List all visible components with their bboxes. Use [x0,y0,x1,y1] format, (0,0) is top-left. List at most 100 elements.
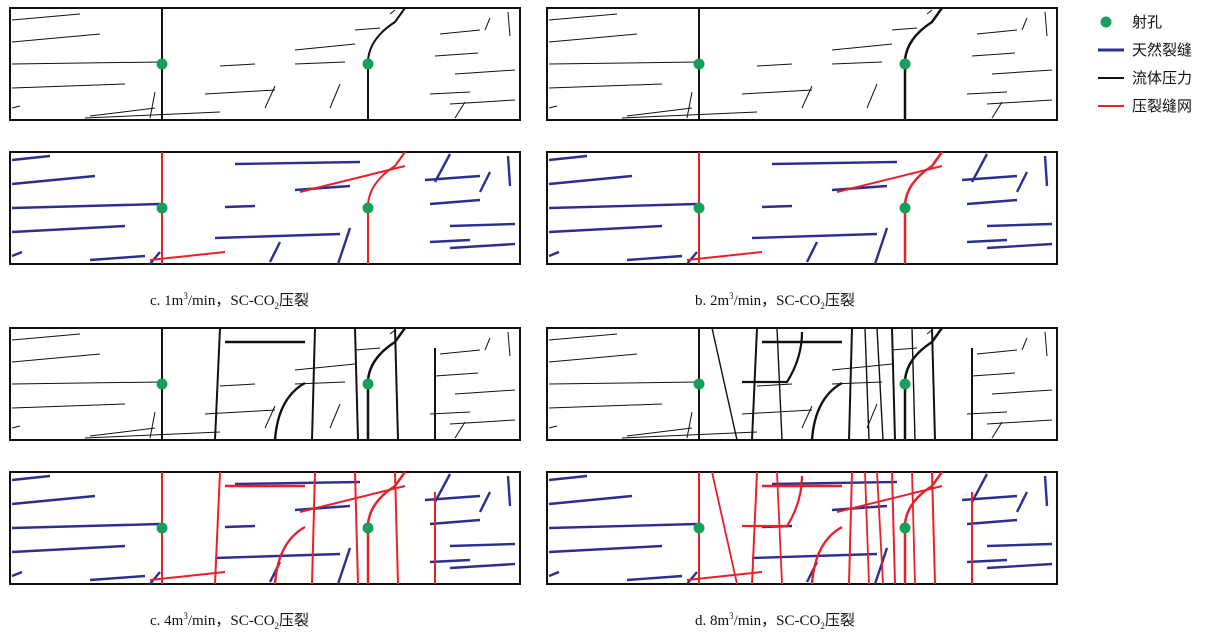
natural-fracture-trace [149,411,156,439]
natural-fracture-line [268,241,282,263]
perforation-dot [156,58,168,70]
natural-fracture-trace [389,9,396,15]
extra-fracture [311,471,316,585]
perforation-dot [362,58,374,70]
natural-fracture-line [214,552,341,560]
natural-fracture-trace [548,13,618,21]
curved-fracture [742,475,804,528]
natural-fracture-line [831,504,888,512]
natural-fracture-line [424,494,481,502]
natural-fracture-line [548,224,663,234]
natural-fracture-trace [1044,331,1048,357]
curved-fracture [273,525,306,585]
perforation-dot [156,522,168,534]
natural-fracture-line [478,171,492,193]
natural-fracture-line [433,473,452,503]
natural-fracture-line [831,184,888,192]
natural-fracture-line [1015,491,1029,513]
perforation-dot [899,202,911,214]
extra-fracture [751,327,758,441]
natural-fracture-line [11,202,161,210]
natural-fracture-line [449,242,516,250]
natural-fracture-trace [991,421,1003,439]
natural-fracture-line [626,254,683,262]
natural-fracture-line [429,558,471,564]
perforation-dot [156,202,168,214]
natural-fracture-line [294,184,351,192]
natural-fracture-trace [204,89,276,95]
natural-fracture-line [224,524,256,529]
natural-fracture-trace [626,107,693,117]
fluid-pressure-line-icon [1098,77,1124,79]
natural-fracture-trace [626,427,693,437]
natural-fracture-trace [686,411,693,439]
natural-fracture-trace [548,333,618,341]
extra-fracture [876,471,884,585]
extra-fracture [931,327,936,441]
panel-frame [9,471,521,585]
main-fracture-right [903,7,944,120]
extra-fracture [751,471,758,585]
natural-fracture-line [1015,171,1029,193]
extra-fracture [864,327,870,441]
natural-fracture-trace [84,431,221,439]
perforation-dot [362,202,374,214]
extra-fracture [214,471,221,585]
fracture-branch [686,571,763,581]
natural-fracture-line [751,552,878,560]
natural-fracture-line [548,202,698,210]
fracture-branch [836,485,943,513]
caption-panel-3: c. 4m3/min，SC-CO2压裂 [150,611,310,631]
curved-fracture [810,525,843,585]
natural-fracture-line [548,174,633,186]
natural-fracture-line [1043,475,1049,507]
natural-fracture-line [751,232,878,240]
natural-fracture-line [11,224,126,234]
extra-fracture [354,471,359,585]
natural-fracture-trace [986,99,1053,105]
natural-fracture-line [234,160,361,166]
natural-fracture-line [986,222,1053,228]
panel-frame [546,151,1058,265]
natural-fracture-line [686,251,698,265]
perforation-dot [362,378,374,390]
natural-fracture-trace [449,419,516,425]
curved-fracture [742,331,804,384]
natural-fracture-line [11,474,51,482]
natural-fracture-trace [294,363,356,371]
natural-fracture-trace [986,419,1053,425]
perforation-dot [362,522,374,534]
natural-fracture-line [986,242,1053,250]
natural-fracture-trace [11,333,81,341]
natural-fracture-line [11,250,23,258]
natural-fracture-trace [84,111,221,119]
natural-fracture-line [966,558,1008,564]
curved-fracture [810,381,843,441]
natural-fracture-line [11,570,23,578]
natural-fracture-trace [621,111,758,119]
natural-fracture-trace [89,107,156,117]
natural-fracture-line [961,494,1018,502]
natural-fracture-trace [1021,17,1028,31]
fracture-branch [299,485,406,513]
natural-fracture-line [11,494,96,506]
perforation-dot [693,522,705,534]
natural-fracture-trace [891,27,918,31]
extra-fracture [776,471,783,585]
natural-fracture-line [294,504,351,512]
natural-fracture-trace [354,347,381,351]
natural-fracture-line [224,204,256,209]
natural-fracture-trace [219,63,256,67]
natural-fracture-trace [11,353,101,363]
panel-frame [9,327,521,441]
perforation-dot-icon [1100,16,1112,28]
extra-fracture [711,471,738,585]
natural-fracture-trace [801,405,813,429]
natural-fracture-line [429,518,481,526]
natural-fracture-trace [11,403,126,409]
natural-fracture-line [761,204,793,209]
natural-fracture-trace [507,11,511,37]
natural-fracture-line [966,518,1018,526]
natural-fracture-trace [1021,337,1028,351]
